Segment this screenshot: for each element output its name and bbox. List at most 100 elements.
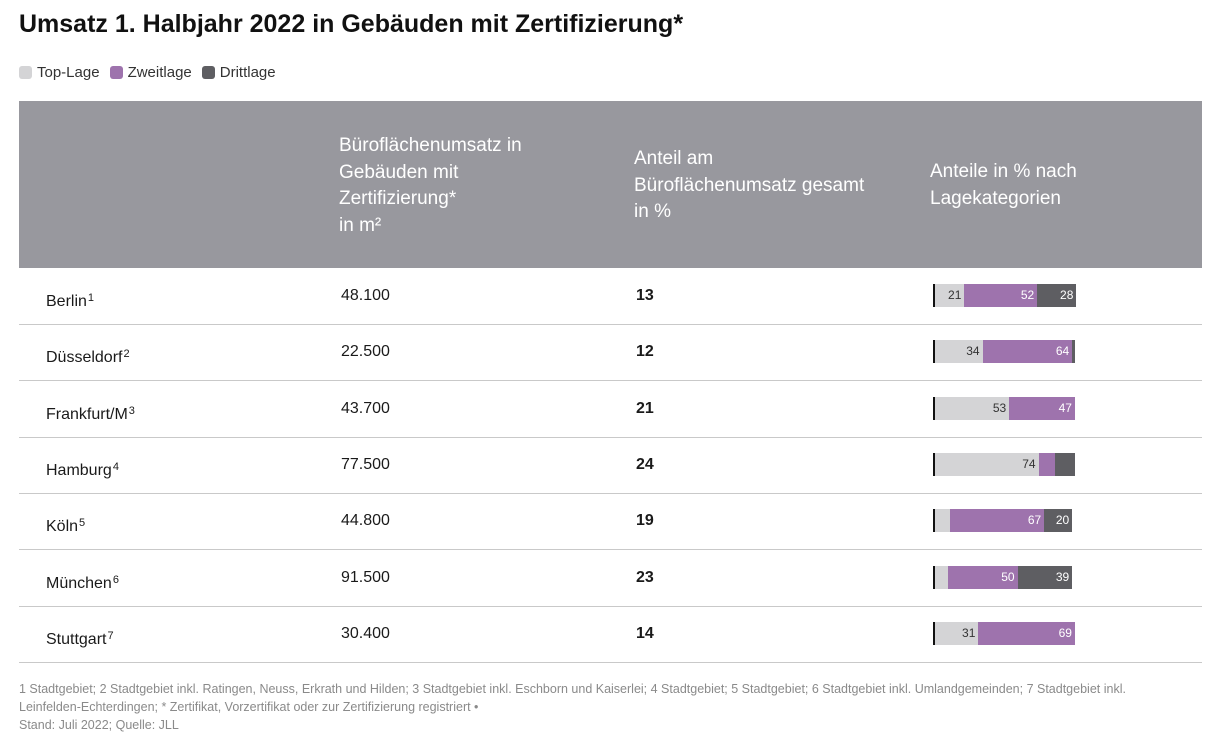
row-city: Frankfurt/M 3 <box>46 387 135 443</box>
stacked-bar: 74 <box>933 452 1075 476</box>
bar-segment-top-lage <box>935 340 983 364</box>
header-categories: Anteile in % nach Lagekategorien <box>930 161 1077 209</box>
row-share: 24 <box>636 455 654 473</box>
bar-baseline <box>933 509 935 533</box>
table-row: München 6 91.500 23 50 39 <box>19 550 1202 607</box>
row-city: Düsseldorf 2 <box>46 330 130 386</box>
bar-segment-zweitlage <box>964 284 1038 307</box>
bar-segment-zweitlage <box>978 621 1075 645</box>
table-row: Düsseldorf 2 22.500 12 34 64 <box>19 324 1202 382</box>
table-row: Köln 5 44.800 19 67 20 <box>19 493 1202 551</box>
row-city-footnote-ref: 6 <box>112 573 119 586</box>
stacked-bar: 67 20 <box>933 509 1075 533</box>
row-area: 77.500 <box>341 455 390 473</box>
bar-segment-top-lage <box>935 565 948 589</box>
bar-segment-drittlage <box>1017 565 1073 589</box>
row-city-name: Stuttgart <box>46 630 107 648</box>
bar-segment-top-lage <box>935 509 951 533</box>
row-city-footnote-ref: 3 <box>128 404 135 417</box>
stacked-bar: 34 64 <box>933 340 1075 364</box>
bar-segment-zweitlage <box>950 509 1045 533</box>
bar-value-label: 28 <box>1060 288 1074 302</box>
legend-label-top-lage: Top-Lage <box>37 64 100 81</box>
stacked-bar: 50 39 <box>933 565 1075 589</box>
row-city: Hamburg 4 <box>46 443 119 499</box>
legend-swatch-top-lage <box>19 66 32 79</box>
bar-value-label: 67 <box>1027 513 1042 528</box>
bar-value-label: 39 <box>1055 569 1070 584</box>
legend-item-top-lage: Top-Lage <box>19 64 100 81</box>
legend: Top-Lage Zweitlage Drittlage <box>19 64 286 81</box>
table-header: Büroflächenumsatz in Gebäuden mit Zertif… <box>19 101 1202 268</box>
row-area: 91.500 <box>341 568 390 586</box>
row-area: 48.100 <box>341 287 390 304</box>
row-city-footnote-ref: 5 <box>79 517 86 530</box>
row-city-footnote-ref: 1 <box>87 292 95 304</box>
header-share: Anteil am Büroflächenumsatz gesamt in % <box>634 148 865 222</box>
row-city: Berlin 1 <box>46 274 94 330</box>
bar-segment-top-lage <box>935 284 965 307</box>
row-city-name: Hamburg <box>46 461 112 479</box>
bar-baseline <box>933 452 935 476</box>
row-city: Stuttgart 7 <box>46 612 114 668</box>
table-row: Berlin 1 48.100 13 21 52 28 <box>19 268 1202 325</box>
row-city-name: Düsseldorf <box>46 349 123 367</box>
legend-swatch-zweitlage <box>109 66 123 79</box>
footnote: 1 Stadtgebiet; 2 Stadtgebiet inkl. Ratin… <box>19 680 1189 734</box>
row-city-name: Frankfurt/M <box>46 405 128 423</box>
legend-label-zweitlage: Zweitlage <box>127 64 192 81</box>
bar-segment-drittlage <box>1044 509 1073 533</box>
bar-baseline <box>933 396 935 420</box>
bar-value-label: 20 <box>1055 513 1070 528</box>
footnote-source: Stand: Juli 2022; Quelle: JLL <box>19 718 179 732</box>
bar-segment-zweitlage <box>1038 452 1056 476</box>
bar-segment-zweitlage <box>947 565 1018 589</box>
stacked-bar: 53 47 <box>933 396 1075 420</box>
table-row: Frankfurt/M 3 43.700 21 53 47 <box>19 381 1202 438</box>
header-area: Büroflächenumsatz in Gebäuden mit Zertif… <box>339 135 522 236</box>
row-area: 30.400 <box>341 624 390 642</box>
row-area: 22.500 <box>341 343 390 361</box>
bar-segment-top-lage <box>935 452 1039 476</box>
bar-value-label: 74 <box>1022 456 1036 471</box>
row-city-name: Berlin <box>46 293 87 310</box>
bar-baseline <box>933 340 935 364</box>
table-row: Stuttgart 7 30.400 14 31 69 <box>19 606 1202 663</box>
bar-baseline <box>933 621 935 645</box>
bar-value-label: 47 <box>1058 400 1072 415</box>
stacked-bar: 31 69 <box>933 621 1075 645</box>
row-city-footnote-ref: 2 <box>123 348 130 361</box>
legend-swatch-drittlage <box>201 66 215 79</box>
bar-segment-top-lage <box>935 396 1010 420</box>
row-share: 12 <box>636 343 654 361</box>
bar-value-label: 53 <box>992 400 1007 415</box>
bar-segment-top-lage <box>935 621 979 645</box>
bar-value-label: 31 <box>962 625 976 640</box>
table-row: Hamburg 4 77.500 24 74 <box>19 437 1202 494</box>
bar-value-label: 21 <box>948 288 962 302</box>
row-share: 14 <box>636 624 654 642</box>
row-city-footnote-ref: 7 <box>107 629 114 642</box>
row-city-name: Köln <box>46 518 79 536</box>
bar-baseline <box>933 565 935 589</box>
row-city-name: München <box>46 574 112 592</box>
bar-segment-drittlage <box>1072 340 1075 364</box>
row-share: 19 <box>636 512 654 530</box>
chart-title: Umsatz 1. Halbjahr 2022 in Gebäuden mit … <box>19 10 684 38</box>
bar-value-label: 64 <box>1055 344 1070 359</box>
bar-value-label: 34 <box>966 344 980 359</box>
row-share: 23 <box>636 568 654 586</box>
bar-segment-zweitlage <box>1009 396 1075 420</box>
legend-label-drittlage: Drittlage <box>219 64 276 81</box>
row-city: Köln 5 <box>46 499 85 555</box>
row-city: München 6 <box>46 556 119 612</box>
bar-value-label: 52 <box>1020 288 1035 302</box>
footnote-notes: 1 Stadtgebiet; 2 Stadtgebiet inkl. Ratin… <box>19 682 1126 714</box>
bar-segment-drittlage <box>1037 284 1077 307</box>
row-share: 13 <box>636 287 654 304</box>
bar-baseline <box>933 284 935 307</box>
stacked-bar: 21 52 28 <box>933 284 1077 307</box>
row-share: 21 <box>636 399 654 417</box>
bar-segment-drittlage <box>1055 452 1075 476</box>
bar-value-label: 50 <box>1001 569 1015 584</box>
